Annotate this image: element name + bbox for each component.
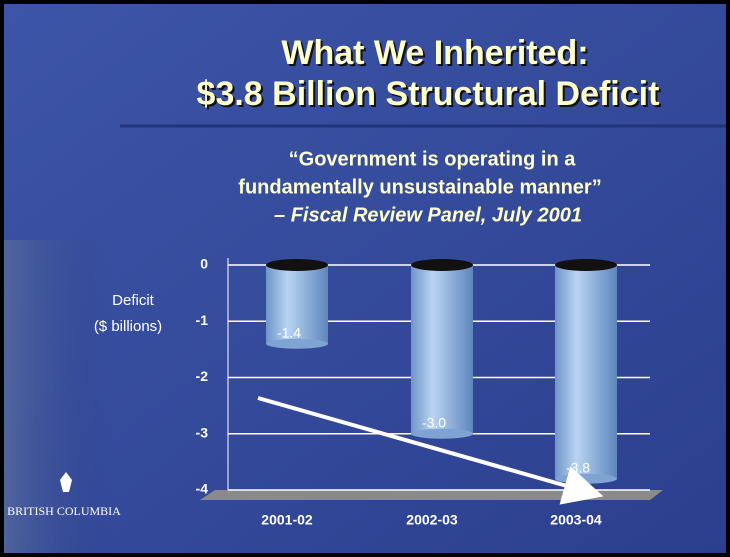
quote: fundamentally unsustainable manner” [238, 176, 601, 198]
bar [411, 265, 473, 434]
y-tick-label: -2 [196, 368, 209, 384]
bar [555, 265, 617, 479]
logo: British Columbia [7, 472, 121, 518]
bar [266, 265, 328, 344]
trend-arrow [257, 396, 604, 505]
x-tick-label: 2003-04 [550, 512, 602, 528]
value-label: -1.4 [277, 324, 301, 340]
y-tick-label: -3 [196, 424, 209, 440]
quote-source: – Fiscal Review Panel, July 2001 [274, 204, 582, 226]
value-label: -3.0 [422, 414, 446, 430]
chart-area: 0 -1 -2 -3 -4 2001-02 -1.4 2002-03 -3.0 2003-04 -3… [196, 256, 650, 528]
logo-text: British Columbia [7, 504, 121, 518]
chart-floor [200, 490, 663, 500]
bar-top [411, 259, 473, 271]
y-tick-label: -1 [196, 312, 209, 328]
bar-top [555, 259, 617, 271]
x-tick-label: 2001-02 [261, 512, 313, 528]
side-image [4, 240, 114, 553]
bar-base [411, 428, 473, 439]
bar-top [266, 259, 328, 271]
title: $3.8 Billion Structural Deficit [197, 75, 660, 113]
y-axis-label: Deficit [112, 292, 155, 309]
title: What We Inherited: [281, 34, 588, 72]
y-tick-label: 0 [200, 256, 208, 272]
y-axis-label: ($ billions) [94, 318, 162, 335]
x-tick-label: 2002-03 [406, 512, 458, 528]
quote: “Government is operating in a [289, 148, 577, 170]
bar-base [266, 338, 328, 349]
logo-crest [60, 472, 72, 492]
y-tick-label: -4 [196, 481, 209, 497]
value-label: -3.8 [566, 459, 590, 475]
